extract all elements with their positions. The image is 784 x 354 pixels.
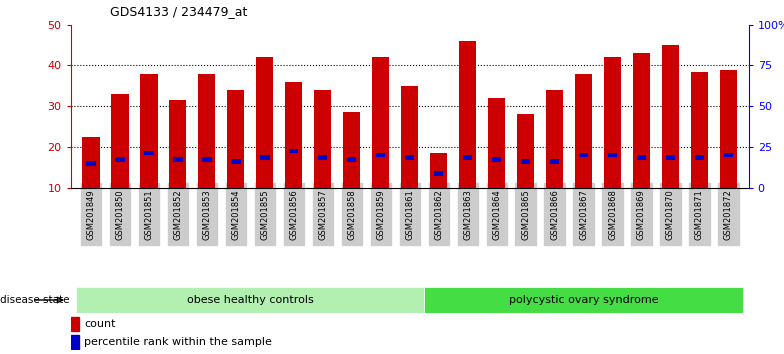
Bar <box>140 74 158 188</box>
Bar <box>550 159 559 164</box>
Bar <box>517 114 534 188</box>
Bar <box>463 155 473 160</box>
Bar <box>71 317 79 331</box>
Bar <box>115 157 125 161</box>
Text: polycystic ovary syndrome: polycystic ovary syndrome <box>509 295 659 305</box>
Text: percentile rank within the sample: percentile rank within the sample <box>84 337 272 347</box>
Bar <box>434 171 444 176</box>
Text: obese healthy controls: obese healthy controls <box>187 295 314 305</box>
Bar <box>459 41 477 188</box>
Bar <box>318 155 328 160</box>
Bar <box>169 100 187 188</box>
Bar <box>111 94 129 188</box>
Bar <box>256 57 274 188</box>
Bar <box>285 82 303 188</box>
Bar <box>666 155 675 160</box>
Bar <box>546 90 563 188</box>
Bar <box>579 153 588 158</box>
Bar <box>198 74 216 188</box>
Bar <box>492 157 501 161</box>
Bar <box>691 72 708 188</box>
FancyBboxPatch shape <box>424 287 743 313</box>
Bar <box>401 86 419 188</box>
Bar <box>71 335 79 349</box>
Text: disease state: disease state <box>0 295 70 305</box>
Bar <box>347 157 357 161</box>
Bar <box>604 57 621 188</box>
Bar <box>343 112 361 188</box>
Bar <box>260 155 270 160</box>
Bar <box>633 53 650 188</box>
Bar <box>608 153 617 158</box>
Bar <box>430 153 448 188</box>
Bar <box>82 137 100 188</box>
FancyBboxPatch shape <box>76 287 424 313</box>
Bar <box>575 74 592 188</box>
Bar <box>724 153 733 158</box>
Bar <box>405 155 415 160</box>
Bar <box>521 159 530 164</box>
Bar <box>662 45 679 188</box>
Bar <box>144 150 154 155</box>
Bar <box>173 157 183 161</box>
Bar <box>86 161 96 166</box>
Bar <box>488 98 505 188</box>
Bar <box>289 149 299 153</box>
Bar <box>376 153 386 158</box>
Bar <box>227 90 245 188</box>
Bar <box>637 155 646 160</box>
Text: GDS4133 / 234479_at: GDS4133 / 234479_at <box>110 5 247 18</box>
Bar <box>231 159 241 164</box>
Bar <box>720 69 737 188</box>
Bar <box>372 57 390 188</box>
Bar <box>202 157 212 161</box>
Bar <box>695 155 704 160</box>
Bar <box>314 90 332 188</box>
Text: count: count <box>84 319 115 329</box>
